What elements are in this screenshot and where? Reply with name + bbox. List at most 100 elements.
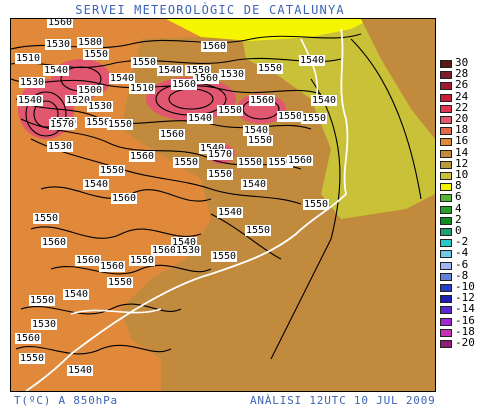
legend-swatch: [440, 138, 452, 147]
legend-swatch: [440, 340, 452, 348]
legend-label: 10: [455, 168, 469, 181]
legend-item: 4: [440, 201, 485, 215]
legend-label: -6: [455, 257, 469, 271]
legend-label: -20: [455, 336, 475, 349]
contour-label: 1560: [41, 237, 68, 248]
zone-20-center: [146, 77, 236, 121]
contour-label: 1540: [83, 179, 110, 190]
contour-label: 1560: [15, 333, 42, 344]
contour-label: 1540: [43, 65, 70, 76]
legend-label: 16: [455, 134, 469, 148]
color-legend: 30 28 26 24 22 20 18 16 14 12 10 8 6 4 2 0 -2 -4 -6 -8 -10 -1…: [440, 56, 485, 360]
contour-label: 1500: [77, 85, 104, 96]
legend-item: 22: [440, 102, 485, 113]
contour-label: 1540: [311, 95, 338, 106]
legend-item: -4: [440, 246, 485, 260]
legend-label: -4: [455, 246, 469, 260]
legend-swatch: [440, 272, 452, 281]
contour-label: 1560: [75, 255, 102, 266]
legend-swatch: [440, 149, 452, 158]
legend-item: 8: [440, 179, 485, 193]
legend-swatch: [440, 317, 452, 326]
legend-swatch: [440, 306, 452, 315]
legend-item: 16: [440, 134, 485, 148]
legend-label: 8: [455, 179, 462, 193]
contour-label: 1570: [207, 149, 234, 160]
legend-item: 14: [440, 147, 485, 158]
contour-label: 1550: [277, 111, 304, 122]
legend-item: -6: [440, 257, 485, 271]
header-title: SERVEI METEOROLÒGIC DE CATALUNYA: [75, 3, 345, 17]
legend-label: 20: [455, 112, 469, 125]
contour-label: 1540: [217, 207, 244, 218]
contour-label: 1540: [63, 289, 90, 300]
legend-item: 26: [440, 79, 485, 91]
contour-label: 1530: [31, 319, 58, 330]
contour-label: 1560: [249, 95, 276, 106]
legend-item: 30: [440, 56, 485, 69]
temperature-map: [11, 19, 435, 391]
zone-8: [166, 19, 371, 41]
contour-label: 1550: [257, 63, 284, 74]
contour-label: 1560: [47, 18, 74, 28]
legend-label: -12: [455, 291, 475, 305]
legend-item: 2: [440, 212, 485, 226]
contour-label: 1550: [131, 57, 158, 68]
legend-item: 28: [440, 67, 485, 81]
legend-item: 20: [440, 112, 485, 125]
contour-label: 1540: [157, 65, 184, 76]
contour-label: 1550: [217, 105, 244, 116]
legend-item: 12: [440, 156, 485, 170]
legend-label: 6: [455, 190, 462, 204]
contour-label: 1510: [15, 53, 42, 64]
legend-swatch: [440, 261, 452, 270]
legend-item: 10: [440, 168, 485, 181]
legend-item: -10: [440, 281, 485, 292]
legend-swatch: [440, 205, 452, 214]
contour-label: 1540: [17, 95, 44, 106]
contour-label: 1530: [45, 39, 72, 50]
contour-label: 1550: [85, 117, 112, 128]
legend-label: 2: [455, 212, 462, 226]
legend-swatch: [440, 172, 452, 180]
legend-label: 30: [455, 56, 469, 69]
legend-swatch: [440, 116, 452, 124]
contour-label: 1540: [67, 365, 94, 376]
legend-swatch: [440, 250, 452, 259]
legend-label: -16: [455, 313, 475, 327]
legend-item: -14: [440, 303, 485, 315]
contour-label: 1520: [65, 95, 92, 106]
zone-14-ne: [361, 19, 435, 139]
contour-label: 1550: [301, 113, 328, 124]
contour-label: 1580: [77, 37, 104, 48]
legend-swatch: [440, 127, 452, 136]
legend-swatch: [440, 71, 452, 80]
legend-swatch: [440, 160, 452, 169]
contour-label: 1550: [33, 213, 60, 224]
contour-label: 1560: [159, 129, 186, 140]
border-line-north: [300, 38, 319, 100]
contour-label: 1560: [111, 193, 138, 204]
contour-label: 1540: [109, 73, 136, 84]
contour-label: 1560: [171, 79, 198, 90]
legend-swatch: [440, 60, 452, 68]
contour-label: 1550: [267, 157, 294, 168]
contour-label: 1560: [129, 151, 156, 162]
contour-label: 1550: [303, 199, 330, 210]
contour-label: 1540: [243, 125, 270, 136]
contour-label: 1540: [171, 237, 198, 248]
legend-swatch: [440, 284, 452, 292]
legend-item: -16: [440, 313, 485, 327]
legend-label: 12: [455, 156, 469, 170]
contour-label: 1550: [107, 277, 134, 288]
contour-label: 1550: [99, 165, 126, 176]
legend-item: -12: [440, 291, 485, 305]
contour-label: 1540: [199, 143, 226, 154]
zone-10: [241, 19, 435, 219]
contour-label: 1550: [245, 225, 272, 236]
legend-swatch: [440, 82, 452, 91]
contour-label: 1530: [219, 69, 246, 80]
legend-label: 28: [455, 67, 469, 81]
contour-label: 1550: [237, 157, 264, 168]
legend-label: 4: [455, 201, 462, 215]
